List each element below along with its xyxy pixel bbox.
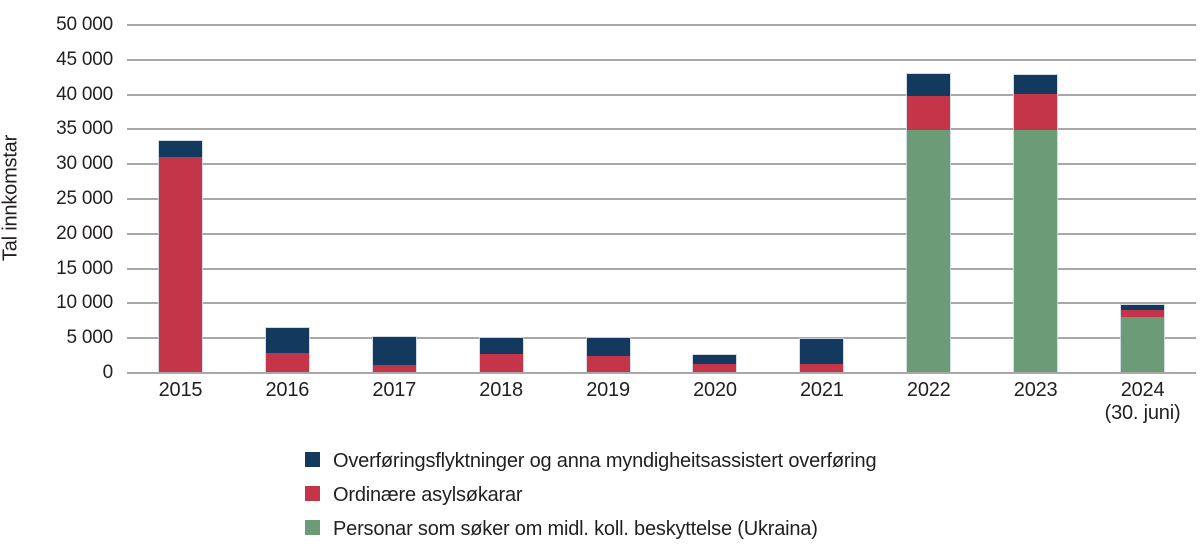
legend-item-overforing: Overføringsflyktninger og anna myndighei… [305, 449, 877, 473]
x-tick-label: 2015 [127, 379, 234, 402]
gridline [127, 24, 1196, 26]
x-tick-year: 2022 [906, 379, 951, 401]
y-tick-label: 10 000 [56, 292, 113, 314]
legend-label: Personar som søker om midl. koll. beskyt… [333, 518, 818, 540]
gridline [127, 337, 1196, 340]
x-tick-label: 2016 [234, 379, 341, 402]
bar-segment-overforing [479, 338, 523, 354]
bar-segment-overforing [800, 338, 844, 364]
x-tick-label: 2022 [875, 379, 982, 402]
x-tick-label: 2019 [555, 379, 662, 402]
gridline [127, 372, 1196, 374]
legend-swatch-ukraina [305, 520, 320, 535]
bar-segment-asyl [907, 96, 951, 131]
bar-2020 [692, 354, 738, 373]
bar-2019 [585, 337, 631, 373]
legend-item-asyl: Ordinære asylsøkarar [305, 483, 876, 507]
gridline [127, 232, 1196, 235]
bar-segment-asyl [586, 355, 630, 373]
bar-segment-overforing [265, 328, 309, 353]
x-tick-year: 2020 [693, 379, 737, 401]
gridline [127, 163, 1196, 166]
y-tick-label: 25 000 [56, 188, 113, 209]
bar-segment-asyl [372, 365, 416, 373]
bar-segment-ukraina [1121, 317, 1165, 373]
x-tick-year: 2018 [479, 379, 523, 401]
bar-2021 [799, 337, 845, 373]
bar-segment-asyl [479, 353, 523, 373]
bar-segment-ukraina [907, 130, 951, 373]
bar-2017 [371, 336, 417, 373]
bar-segment-asyl [1014, 93, 1058, 131]
legend-swatch-asyl [305, 486, 320, 501]
bar-segment-overforing [907, 74, 951, 97]
legend-swatch-overforing [305, 452, 320, 467]
gridline [127, 267, 1196, 270]
bar-segment-asyl [1121, 310, 1165, 318]
x-tick-label: 2023 [982, 379, 1089, 402]
x-tick-year: 2021 [799, 379, 844, 401]
plot-area [127, 24, 1196, 374]
y-tick-label: 50 000 [56, 14, 113, 35]
x-tick-label: 2017 [341, 379, 448, 402]
gridline [127, 58, 1196, 61]
y-tick-label: 15 000 [56, 257, 113, 279]
gridline [127, 302, 1196, 305]
x-tick-label: 2020 [662, 379, 769, 402]
y-tick-label: 45 000 [56, 48, 113, 70]
bar-2022 [906, 73, 952, 373]
bar-segment-overforing [1121, 304, 1165, 311]
x-tick-year: 2019 [586, 379, 630, 401]
x-tick-year: 2015 [158, 379, 203, 401]
y-tick-label: 20 000 [56, 222, 113, 244]
bar-2024 [1120, 303, 1166, 373]
bar-segment-ukraina [1014, 130, 1058, 373]
bar-segment-asyl [265, 352, 309, 373]
y-tick-label: 5 000 [66, 327, 113, 349]
bar-segment-overforing [586, 338, 630, 356]
bar-segment-overforing [693, 355, 737, 364]
bar-2018 [478, 337, 524, 373]
bar-2016 [264, 327, 310, 373]
x-tick-label: 2021 [768, 379, 875, 402]
y-tick-label: 40 000 [56, 83, 113, 105]
y-tick-label: 30 000 [56, 153, 113, 175]
legend-label: Ordinære asylsøkarar [333, 484, 523, 506]
bar-segment-overforing [1014, 74, 1058, 94]
legend-item-ukraina: Personar som søker om midl. koll. beskyt… [305, 517, 876, 541]
x-tick-year: 2024 [1120, 379, 1165, 401]
y-tick-label: 0 [102, 362, 114, 383]
x-tick-label: 2024 (30. juni) [1089, 379, 1196, 425]
bar-2023 [1013, 73, 1059, 373]
y-tick-label: 35 000 [56, 118, 113, 140]
gridline [127, 198, 1196, 200]
x-tick-year: 2016 [265, 379, 310, 401]
bar-2015 [157, 139, 203, 373]
gridline [127, 128, 1196, 131]
bar-segment-asyl [800, 363, 844, 373]
x-tick-label: 2018 [448, 379, 555, 402]
gridline [127, 93, 1196, 96]
bar-segment-overforing [372, 337, 416, 366]
legend-label: Overføringsflyktninger og anna myndighei… [333, 450, 877, 472]
bar-segment-asyl [158, 156, 202, 373]
legend: Overføringsflyktninger og anna myndighei… [305, 449, 877, 551]
bar-segment-overforing [158, 140, 202, 157]
x-tick-year: 2023 [1013, 379, 1058, 401]
x-tick-year: 2017 [372, 379, 417, 401]
bar-segment-asyl [693, 363, 737, 373]
x-tick-sublabel: (30. juni) [1104, 402, 1181, 424]
